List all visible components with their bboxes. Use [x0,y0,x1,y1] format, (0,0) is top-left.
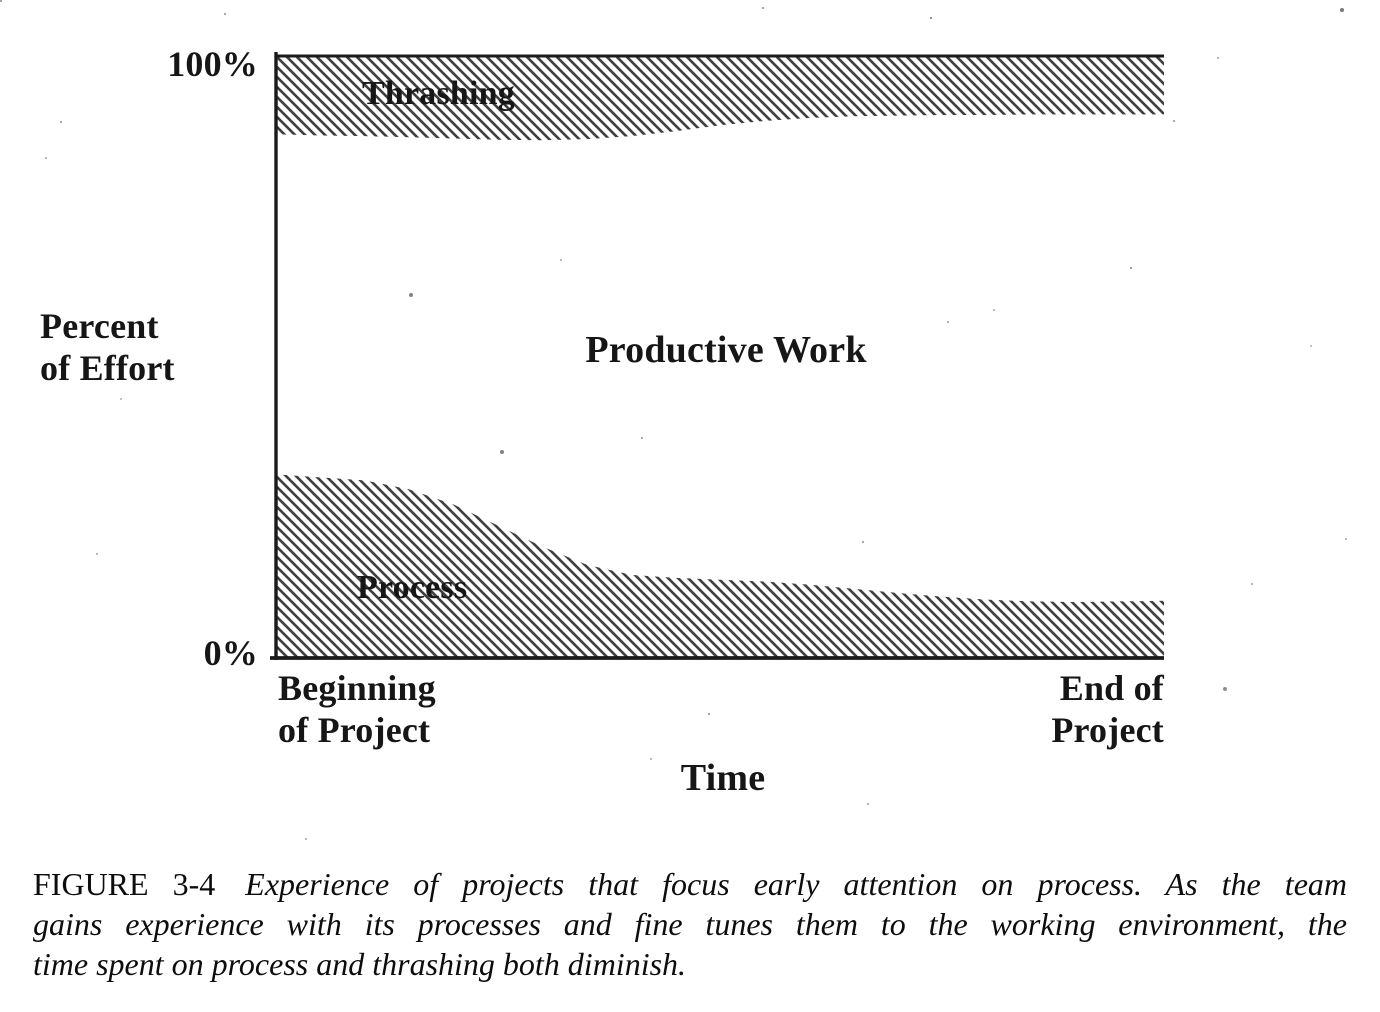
thrashing-band-area [276,56,1164,141]
x-axis-end-label: End of Project [1051,668,1164,750]
figure-number-label: FIGURE 3-4 [33,866,216,902]
x-axis-title: Time [680,757,766,799]
band-label-productive-work: Productive Work [585,329,867,371]
band-label-process: Process [357,569,468,606]
caption-line-2: gains experience with its processes and … [33,906,1347,942]
process-band-area [276,474,1164,658]
scan-noise-speckles [0,0,2,2]
figure-caption: FIGURE 3-4 Experience of projects that fo… [33,864,1347,984]
caption-line-1: FIGURE 3-4 Experience of projects that fo… [33,864,1347,904]
y-axis-tick-0: 0% [203,633,258,673]
y-axis-tick-100: 100% [167,44,258,84]
caption-text-1: Experience of projects that focus early … [245,866,1347,902]
band-label-thrashing: Thrashing [362,75,515,112]
y-axis-title: Percent of Effort [40,306,175,388]
x-axis-start-label: Beginning of Project [278,668,436,750]
caption-line-3: time spent on process and thrashing both… [33,946,687,982]
